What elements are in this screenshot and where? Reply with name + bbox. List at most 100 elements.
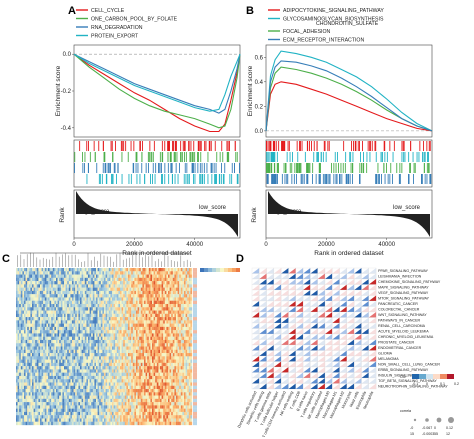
heatmap-cell xyxy=(97,287,100,292)
heatmap-cell xyxy=(17,330,20,334)
heatmap-cell xyxy=(88,379,90,383)
heatmap-cell xyxy=(52,333,55,337)
hit-tick xyxy=(269,163,271,173)
heatmap-cell xyxy=(161,389,164,393)
heatmap-cell xyxy=(112,303,114,308)
heatmap-cell xyxy=(118,323,121,328)
heatmap-cell xyxy=(88,313,90,318)
hit-tick xyxy=(362,163,364,173)
heatmap-cell xyxy=(70,274,73,278)
heatmap-cell xyxy=(145,375,148,380)
hit-tick xyxy=(300,174,302,184)
heatmap-cell xyxy=(148,389,151,393)
hit-tick xyxy=(176,152,178,162)
heatmap-cell xyxy=(171,294,173,298)
heatmap-cell xyxy=(35,339,37,344)
heatmap-cell xyxy=(148,353,151,357)
heatmap-cell xyxy=(60,382,63,386)
heatmap-cell xyxy=(64,356,66,360)
heatmap-cell xyxy=(96,375,98,380)
heatmap-cell xyxy=(112,268,114,272)
heatmap-cell xyxy=(57,303,60,308)
hit-tick xyxy=(366,163,368,173)
heatmap-cell xyxy=(38,310,41,314)
heatmap-cell xyxy=(174,313,177,318)
heatmap-cell xyxy=(91,281,93,285)
heatmap-cell xyxy=(124,287,127,292)
heatmap-cell xyxy=(164,294,167,298)
heatmap-cell xyxy=(137,313,140,318)
hit-tick xyxy=(227,152,229,162)
heatmap-cell xyxy=(148,362,151,367)
heatmap-cell xyxy=(81,339,84,344)
heatmap-cell xyxy=(65,359,68,363)
heatmap-cell xyxy=(78,317,81,321)
heatmap-cell xyxy=(144,369,146,373)
heatmap-cell xyxy=(33,297,36,301)
heatmap-cell xyxy=(44,389,47,393)
heatmap-cell xyxy=(187,287,189,292)
heatmap-cell xyxy=(110,274,113,278)
heatmap-cell xyxy=(100,366,103,370)
heatmap-cell xyxy=(150,310,153,314)
heatmap-cell xyxy=(179,310,181,314)
heatmap-cell xyxy=(68,339,71,344)
hit-tick xyxy=(133,163,135,173)
hit-tick xyxy=(214,174,216,184)
heatmap-cell xyxy=(168,366,170,370)
heatmap-cell xyxy=(38,392,41,396)
heatmap-cell xyxy=(27,339,29,344)
heatmap-cell xyxy=(30,303,33,308)
hit-tick xyxy=(120,141,122,151)
heatmap-cell xyxy=(169,284,172,288)
heatmap-cell xyxy=(97,290,100,295)
heatmap-cell xyxy=(54,372,57,377)
heatmap-cell xyxy=(177,297,180,301)
heatmap-cell xyxy=(35,300,37,305)
heatmap-cell xyxy=(188,330,191,334)
heatmap-cell xyxy=(59,372,61,377)
heatmap-cell xyxy=(137,274,140,278)
heatmap-cell xyxy=(49,330,52,334)
heatmap-cell xyxy=(180,317,183,321)
heatmap-cell xyxy=(169,382,172,386)
heatmap-cell xyxy=(136,336,138,341)
heatmap-cell xyxy=(35,379,37,383)
heatmap-cell xyxy=(83,281,85,285)
hit-tick xyxy=(351,141,352,151)
heatmap-cell xyxy=(30,323,33,328)
heatmap-cell xyxy=(96,297,98,301)
heatmap-cell xyxy=(88,385,90,390)
heatmap-cell xyxy=(96,277,98,282)
heatmap-cell xyxy=(150,284,153,288)
heatmap-cell xyxy=(179,268,181,272)
heatmap-cell xyxy=(30,271,33,275)
heatmap-cell xyxy=(78,313,81,318)
heatmap-cell xyxy=(177,346,180,350)
heatmap-cell xyxy=(33,303,36,308)
heatmap-cell xyxy=(112,297,114,301)
heatmap-cell xyxy=(46,310,49,314)
heatmap-cell xyxy=(64,323,66,328)
heatmap-cell xyxy=(68,343,71,347)
heatmap-cell xyxy=(40,310,42,314)
heatmap-cell xyxy=(78,343,81,347)
heatmap-cell xyxy=(25,277,28,282)
heatmap-cell xyxy=(28,362,31,367)
heatmap-cell xyxy=(65,339,68,344)
heatmap-cell xyxy=(161,284,164,288)
heatmap-cell xyxy=(171,389,173,393)
heatmap-cell xyxy=(75,313,77,318)
heatmap-cell xyxy=(158,274,161,278)
heatmap-cell xyxy=(56,356,58,360)
heatmap-cell xyxy=(176,297,178,301)
hit-tick xyxy=(306,174,308,184)
heatmap-cell xyxy=(97,297,100,301)
heatmap-cell xyxy=(166,307,169,311)
hit-tick xyxy=(226,152,228,162)
heatmap-cell xyxy=(99,277,101,282)
heatmap-cell xyxy=(164,379,167,383)
heatmap-cell xyxy=(80,385,82,390)
heatmap-cell xyxy=(123,268,125,272)
heatmap-cell xyxy=(17,333,20,337)
